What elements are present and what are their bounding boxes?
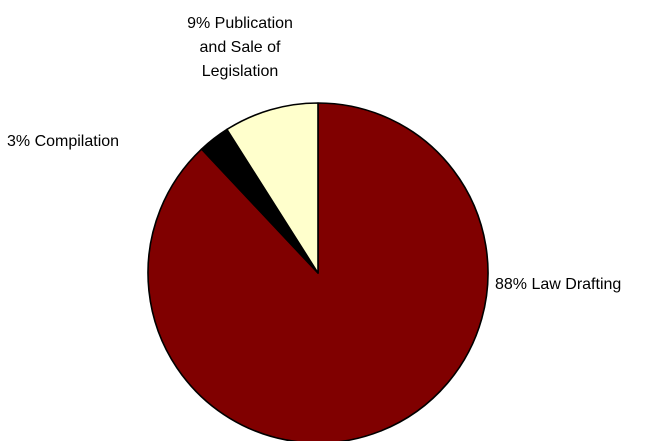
- slice-label-line: 88% Law Drafting: [495, 276, 621, 293]
- slice-label-line: and Sale of: [200, 39, 282, 56]
- slice-label-line: Legislation: [202, 63, 279, 80]
- slice-label-line: 3% Compilation: [7, 133, 119, 150]
- slice-label-line: 9% Publication: [187, 15, 293, 32]
- slice-label-compilation: 3% Compilation: [7, 133, 119, 150]
- slice-label-law-drafting: 88% Law Drafting: [495, 276, 621, 293]
- pie-labels: 88% Law Drafting 3% Compilation 9% Publica…: [7, 15, 621, 293]
- pie-slice-publication-and-sale-of-legislation: [226, 102, 319, 274]
- slice-label-publication-and-sale-of-legislation: 9% Publication and Sale of Legislation: [187, 15, 293, 80]
- pie-slice-law-drafting: [147, 102, 489, 441]
- pie-slices: [147, 102, 489, 441]
